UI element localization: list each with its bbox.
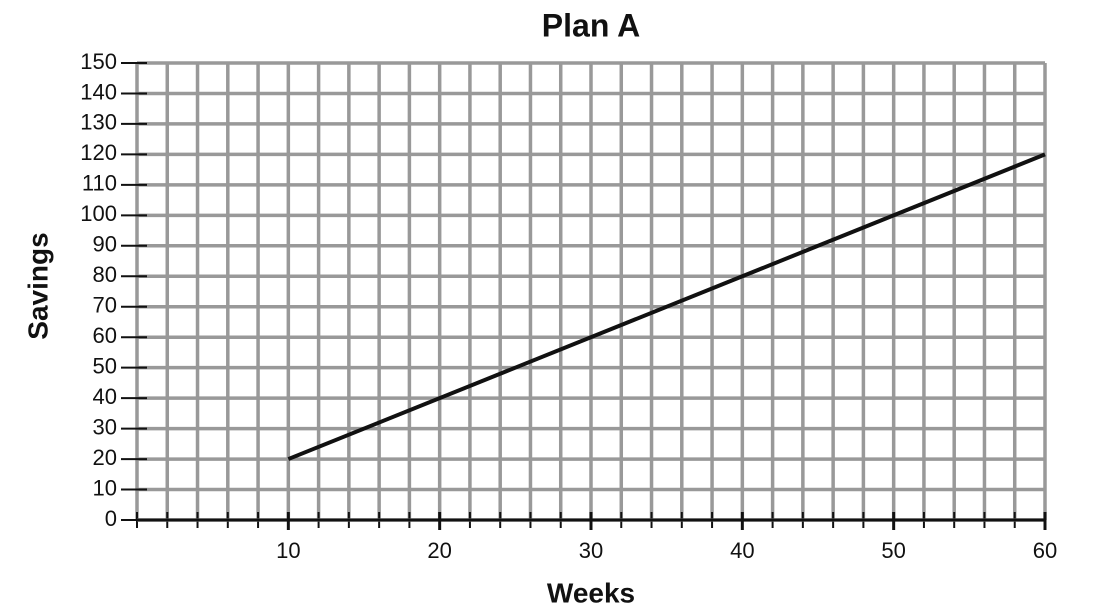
x-tick-label: 20 (427, 538, 451, 563)
y-tick-label: 90 (93, 232, 117, 257)
y-tick-label: 110 (82, 171, 117, 196)
y-axis-label: Savings (22, 232, 53, 339)
y-tick-label: 60 (93, 323, 117, 348)
y-tick-label: 40 (93, 384, 117, 409)
y-tick-label: 50 (93, 353, 117, 378)
y-tick-label: 30 (93, 414, 117, 439)
y-tick-label: 20 (93, 445, 117, 470)
y-tick-label: 100 (80, 201, 117, 226)
y-tick-label: 70 (93, 293, 117, 318)
y-tick-label: 80 (93, 262, 117, 287)
y-tick-label: 140 (80, 79, 117, 104)
x-axis-label: Weeks (547, 577, 635, 608)
chart-title: Plan A (542, 7, 640, 43)
line (287, 152, 1046, 461)
y-tick-label: 120 (80, 140, 117, 165)
y-tick-label: 130 (80, 110, 117, 135)
y-tick-label: 10 (93, 475, 117, 500)
x-tick-label: 50 (881, 538, 905, 563)
x-tick-label: 60 (1033, 538, 1057, 563)
x-tick-label: 10 (276, 538, 300, 563)
y-tick-label: 0 (105, 506, 117, 531)
y-tick-label: 150 (80, 49, 117, 74)
x-tick-label: 30 (579, 538, 603, 563)
x-tick-label: 40 (730, 538, 754, 563)
